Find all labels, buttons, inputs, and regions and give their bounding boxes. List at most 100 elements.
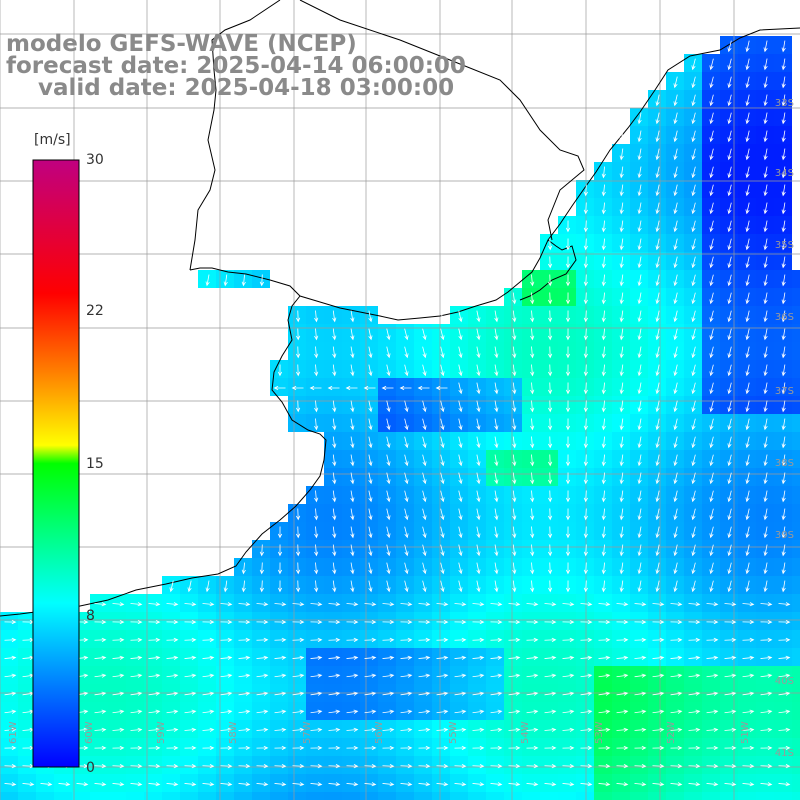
field-cell bbox=[234, 756, 252, 774]
field-cell bbox=[432, 576, 450, 594]
field-cell bbox=[234, 648, 252, 666]
wind-arrow bbox=[580, 619, 593, 625]
wind-arrow bbox=[458, 526, 463, 539]
wind-arrow bbox=[530, 418, 535, 431]
field-cell bbox=[666, 558, 684, 576]
field-cell bbox=[486, 504, 504, 522]
field-cell bbox=[576, 612, 594, 630]
wind-arrow bbox=[436, 602, 449, 607]
field-cell bbox=[216, 738, 234, 756]
wind-arrow bbox=[436, 619, 449, 625]
wind-arrow bbox=[745, 130, 750, 143]
wind-arrow bbox=[727, 202, 732, 215]
field-cell bbox=[180, 792, 198, 800]
field-cell bbox=[342, 324, 360, 342]
wind-arrow bbox=[760, 727, 773, 732]
field-cell bbox=[648, 594, 666, 612]
wind-arrow bbox=[332, 328, 337, 341]
wind-arrow bbox=[310, 691, 323, 696]
field-cell bbox=[18, 630, 36, 648]
wind-arrow bbox=[781, 202, 786, 215]
wind-arrow bbox=[386, 526, 391, 539]
wind-arrow bbox=[691, 526, 696, 539]
field-cell bbox=[774, 306, 792, 324]
wind-arrow bbox=[382, 727, 395, 732]
wind-arrow bbox=[619, 580, 624, 593]
field-cell bbox=[738, 126, 756, 144]
field-cell bbox=[558, 270, 576, 288]
field-cell bbox=[594, 648, 612, 666]
wind-arrow bbox=[512, 400, 517, 413]
wind-arrow bbox=[598, 727, 611, 732]
field-cell bbox=[630, 738, 648, 756]
field-cell bbox=[738, 378, 756, 396]
wind-arrow bbox=[781, 580, 786, 593]
wind-arrow bbox=[220, 691, 233, 696]
wind-arrow bbox=[386, 508, 391, 521]
field-cell bbox=[288, 630, 306, 648]
wind-arrow bbox=[565, 418, 571, 431]
wind-arrow bbox=[616, 673, 629, 678]
field-cell bbox=[738, 540, 756, 558]
wind-arrow bbox=[508, 637, 521, 643]
field-cell bbox=[756, 612, 774, 630]
wind-arrow bbox=[691, 454, 696, 467]
field-cell bbox=[558, 288, 576, 306]
field-cell bbox=[288, 756, 306, 774]
wind-arrow bbox=[655, 508, 660, 521]
field-cell bbox=[684, 450, 702, 468]
wind-arrow bbox=[598, 782, 611, 787]
field-cell bbox=[576, 594, 594, 612]
wind-arrow bbox=[310, 619, 323, 625]
field-cell bbox=[270, 558, 288, 576]
field-cell bbox=[324, 540, 342, 558]
coastline bbox=[0, 0, 800, 617]
wind-arrow bbox=[601, 274, 606, 287]
wind-arrow bbox=[364, 709, 377, 714]
field-cell bbox=[252, 738, 270, 756]
field-cell bbox=[288, 612, 306, 630]
wind-arrow bbox=[598, 602, 611, 607]
wind-arrow bbox=[547, 256, 553, 269]
field-cell bbox=[684, 594, 702, 612]
field-cell bbox=[738, 594, 756, 612]
field-cell bbox=[180, 648, 198, 666]
wind-arrow bbox=[220, 637, 233, 643]
field-cell bbox=[306, 540, 324, 558]
wind-arrow bbox=[655, 130, 660, 143]
wind-arrow bbox=[691, 382, 696, 395]
field-cell bbox=[666, 342, 684, 360]
field-cell bbox=[324, 414, 342, 432]
field-cell bbox=[792, 414, 800, 432]
field-cell bbox=[414, 504, 432, 522]
field-cell bbox=[792, 648, 800, 666]
field-cell bbox=[540, 360, 558, 378]
field-cell bbox=[378, 612, 396, 630]
field-cell bbox=[198, 756, 216, 774]
wind-arrow bbox=[742, 673, 755, 678]
wind-arrow bbox=[220, 782, 233, 787]
field-cell bbox=[450, 378, 468, 396]
wind-arrow bbox=[292, 763, 305, 769]
field-cell bbox=[756, 576, 774, 594]
field-cell bbox=[612, 666, 630, 684]
field-cell bbox=[306, 738, 324, 756]
wind-arrow bbox=[346, 673, 359, 678]
wind-arrow bbox=[220, 745, 233, 751]
field-cell bbox=[684, 792, 702, 800]
field-cell bbox=[648, 738, 666, 756]
wind-arrow bbox=[691, 58, 696, 71]
wind-arrow bbox=[583, 400, 588, 413]
field-cell bbox=[558, 360, 576, 378]
field-cell bbox=[648, 486, 666, 504]
wind-arrow bbox=[781, 310, 786, 323]
field-cell bbox=[594, 504, 612, 522]
field-cell bbox=[288, 738, 306, 756]
wind-arrow bbox=[655, 148, 660, 161]
field-cell bbox=[324, 648, 342, 666]
wind-arrow bbox=[490, 782, 503, 787]
wind-arrow bbox=[709, 382, 714, 395]
wind-arrow bbox=[601, 526, 606, 539]
wind-arrow bbox=[220, 602, 233, 607]
wind-arrow bbox=[580, 691, 593, 696]
